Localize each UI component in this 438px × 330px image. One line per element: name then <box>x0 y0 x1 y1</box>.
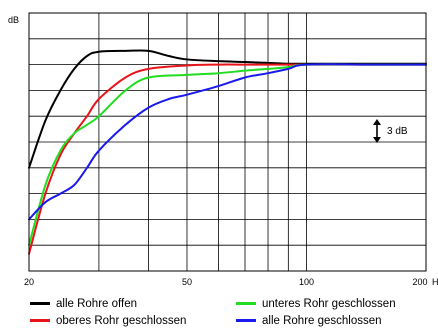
legend-label: alle Rohre geschlossen <box>262 314 382 327</box>
x-tick-label-50: 50 <box>182 277 192 287</box>
x-tick-label-200: 200 <box>412 277 427 287</box>
legend-item-alle-rohre-geschlossen: alle Rohre geschlossen <box>236 313 382 328</box>
y-axis-label: dB <box>8 15 19 25</box>
legend-item-alle-rohre-offen: alle Rohre offen <box>30 296 137 311</box>
legend-label: alle Rohre offen <box>56 297 137 310</box>
legend-label: unteres Rohr geschlossen <box>262 297 396 310</box>
series-line-alle-rohre-geschlossen <box>28 63 427 221</box>
series-line-unteres-rohr-geschlossen <box>28 63 427 247</box>
grid <box>28 13 427 271</box>
plot-frame <box>28 12 427 272</box>
series-line-oberes-rohr-geschlossen <box>28 63 427 255</box>
legend-swatch <box>30 319 50 322</box>
legend-item-unteres-rohr-geschlossen: unteres Rohr geschlossen <box>236 296 396 311</box>
frequency-response-chart: dB 20 50 100 200 Hz 3 dB <box>8 12 438 287</box>
db-scale-label: 3 dB <box>387 126 408 137</box>
x-axis-unit: Hz <box>432 277 438 287</box>
x-tick-labels: 20 50 100 200 Hz <box>24 277 438 287</box>
legend-item-oberes-rohr-geschlossen: oberes Rohr geschlossen <box>30 313 186 328</box>
legend-label: oberes Rohr geschlossen <box>56 314 187 327</box>
legend: alle Rohre offen oberes Rohr geschlossen… <box>30 296 434 328</box>
db-scale-annotation: 3 dB <box>373 119 408 143</box>
x-tick-label-100: 100 <box>299 277 314 287</box>
legend-swatch <box>236 319 256 322</box>
double-arrow-icon <box>373 119 381 143</box>
legend-swatch <box>30 302 50 305</box>
legend-swatch <box>236 302 256 305</box>
series-line-alle-rohre-offen <box>28 49 427 169</box>
response-curves <box>28 49 427 255</box>
x-tick-label-20: 20 <box>24 277 34 287</box>
